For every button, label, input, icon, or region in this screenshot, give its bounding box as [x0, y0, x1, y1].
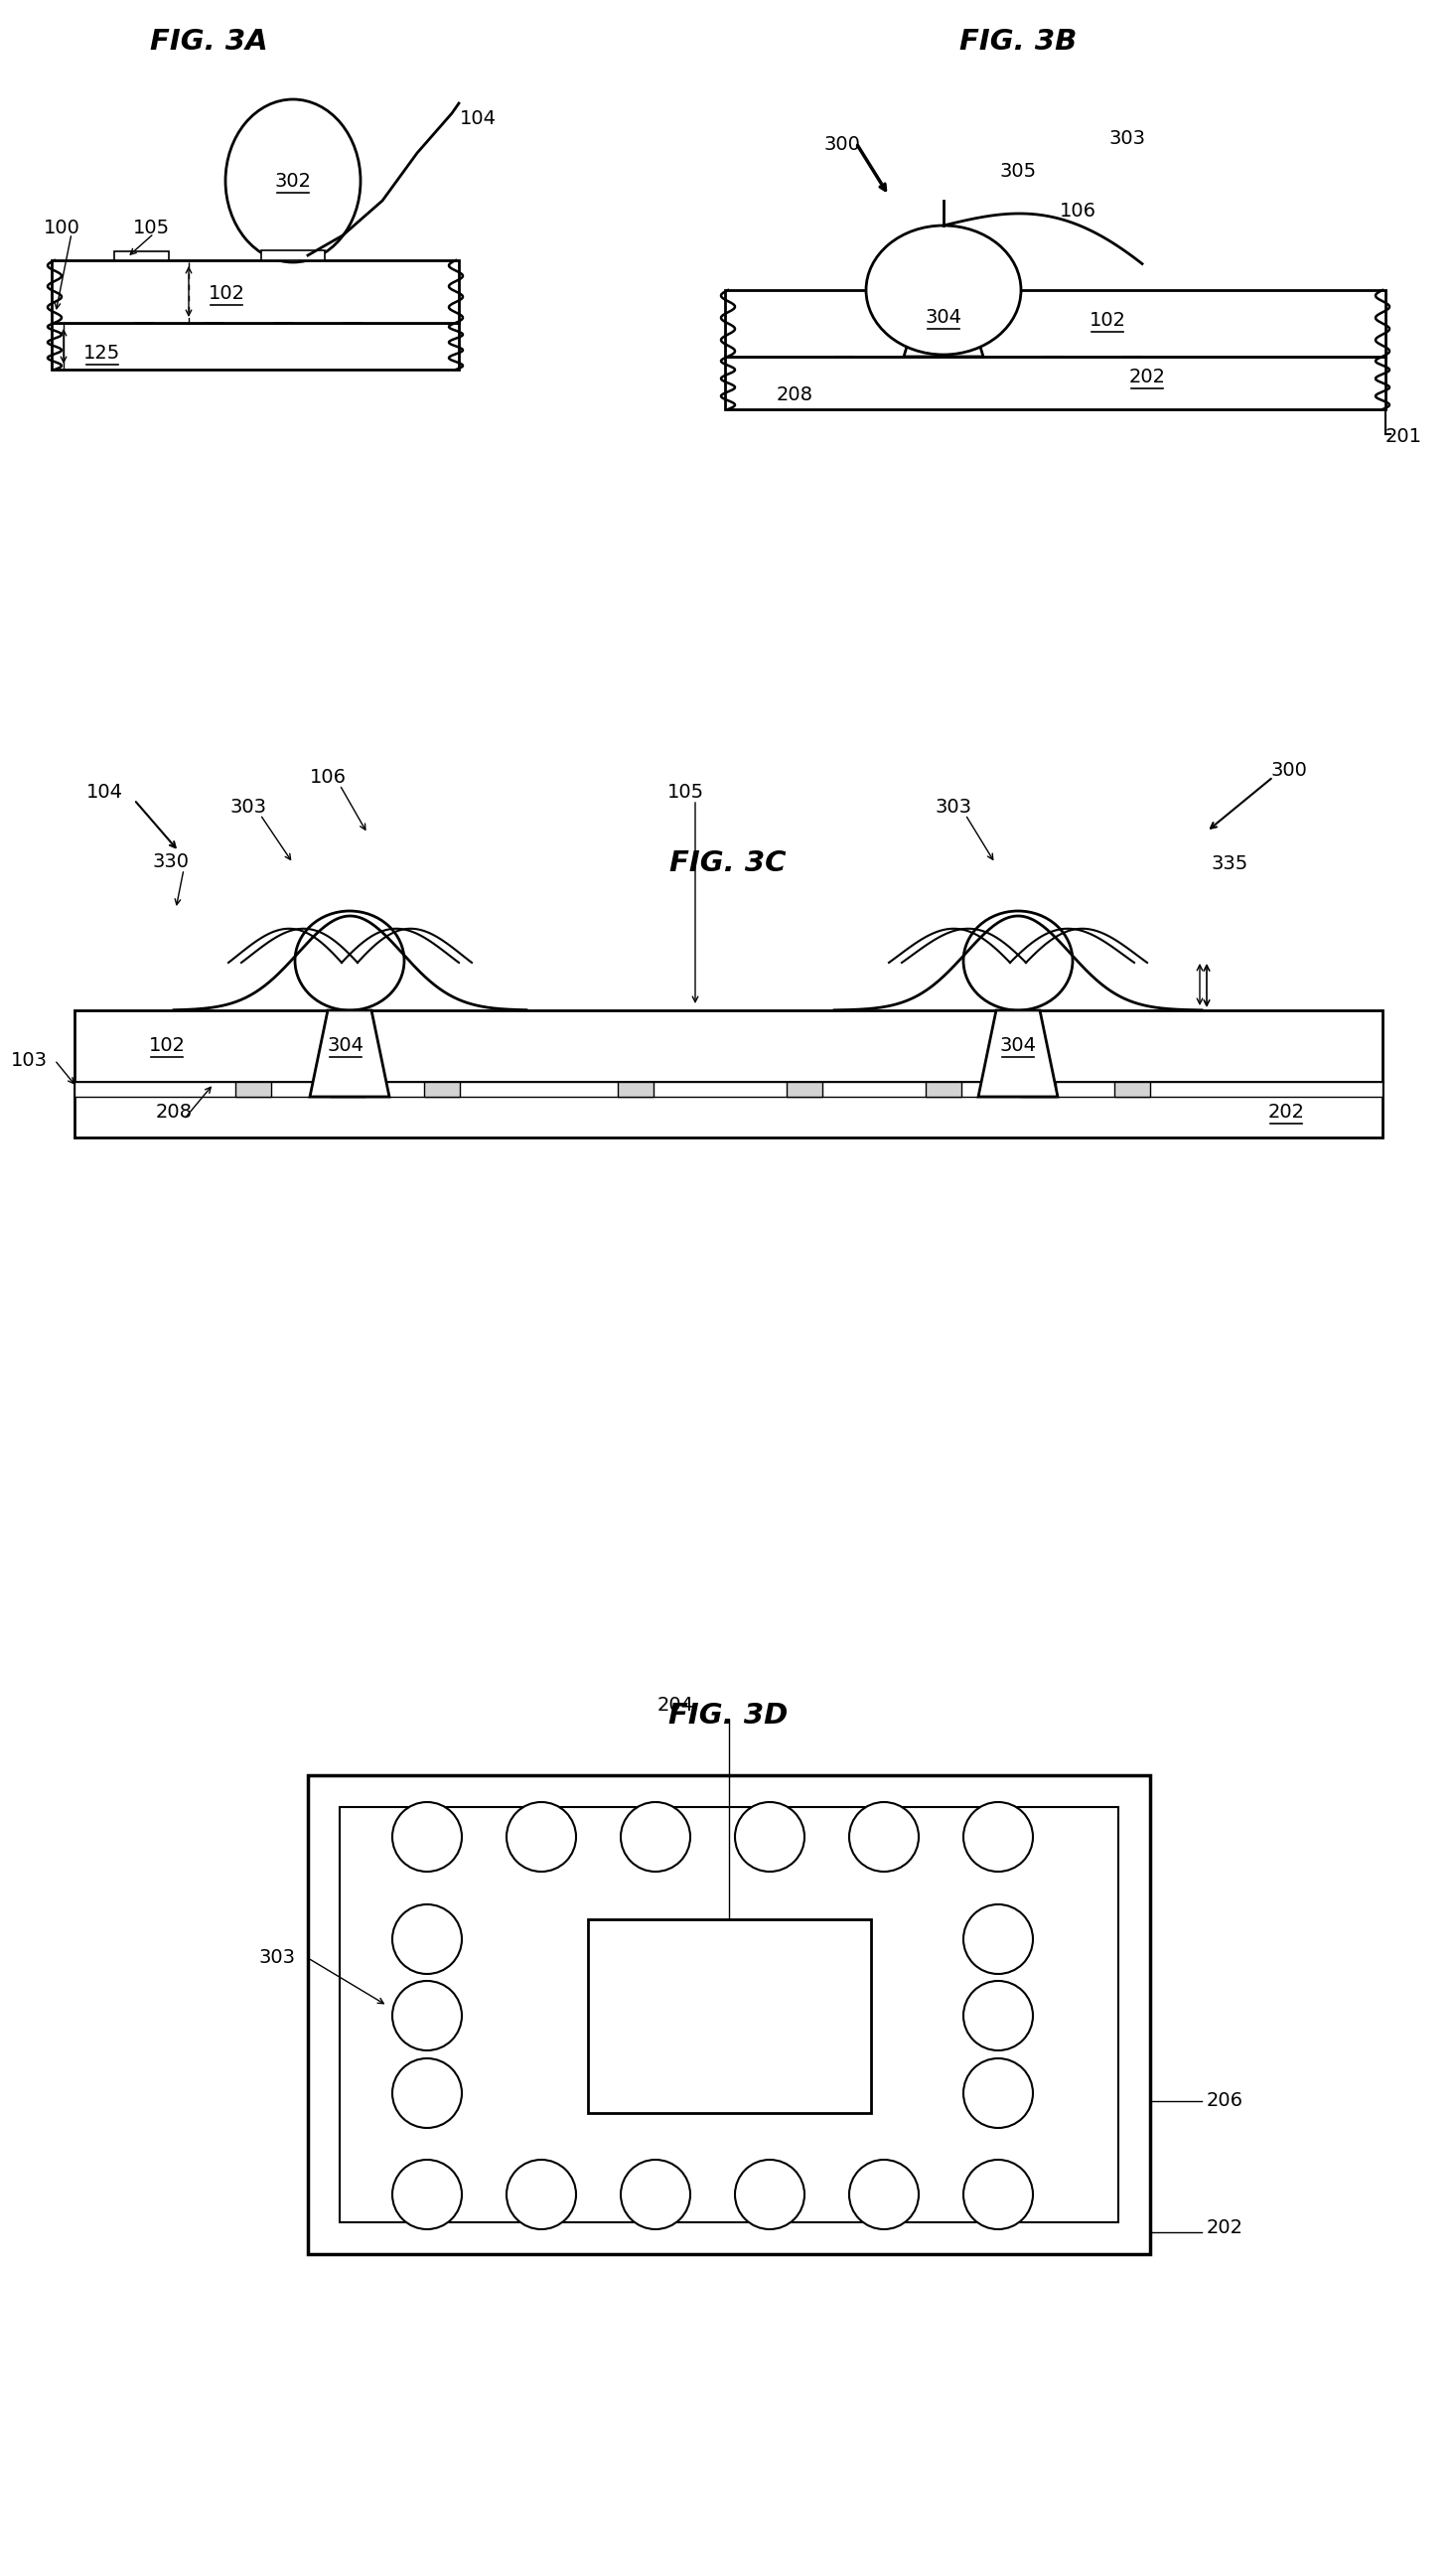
Text: 335: 335 [1211, 853, 1248, 874]
Bar [926, 1082, 961, 1097]
Text: 303: 303 [1109, 128, 1146, 146]
Text: 104: 104 [460, 108, 496, 129]
Ellipse shape [964, 2059, 1032, 2128]
Text: 304: 304 [1000, 1036, 1037, 1054]
Bar [725, 357, 1386, 409]
Text: 105: 105 [667, 781, 703, 802]
Ellipse shape [964, 1802, 1032, 1871]
Ellipse shape [226, 100, 361, 262]
Text: 202: 202 [1207, 2218, 1243, 2236]
Ellipse shape [392, 1904, 462, 1974]
Text: 208: 208 [776, 386, 812, 403]
Ellipse shape [620, 1802, 690, 1871]
Text: 300: 300 [1271, 761, 1307, 779]
Bar [329, 1082, 365, 1097]
Text: 303: 303 [230, 797, 266, 817]
Bar [51, 324, 459, 370]
Ellipse shape [620, 2159, 690, 2228]
Text: 300: 300 [824, 134, 860, 154]
Text: FIG. 3D: FIG. 3D [668, 1701, 788, 1730]
Text: 106: 106 [1059, 200, 1096, 221]
Ellipse shape [964, 2159, 1032, 2228]
Text: 102: 102 [149, 1036, 185, 1054]
Text: 202: 202 [1268, 1103, 1305, 1121]
Ellipse shape [507, 1802, 577, 1871]
Text: 304: 304 [328, 1036, 364, 1054]
Bar [236, 1082, 271, 1097]
Text: FIG. 3A: FIG. 3A [150, 28, 268, 57]
Ellipse shape [735, 2159, 805, 2228]
Text: 206: 206 [1207, 2092, 1243, 2110]
Text: 208: 208 [156, 1103, 192, 1121]
Ellipse shape [964, 1981, 1032, 2051]
Bar [725, 290, 1386, 357]
Text: 303: 303 [935, 797, 971, 817]
Polygon shape [904, 290, 983, 357]
Ellipse shape [392, 1802, 462, 1871]
Text: 202: 202 [1128, 368, 1165, 386]
Ellipse shape [735, 1802, 805, 1871]
Bar [51, 260, 459, 324]
Ellipse shape [392, 1981, 462, 2051]
Text: 201: 201 [1386, 427, 1423, 445]
Bar [307, 1776, 1150, 2254]
Ellipse shape [392, 2159, 462, 2228]
Ellipse shape [866, 226, 1021, 355]
Ellipse shape [392, 2059, 462, 2128]
Text: 102: 102 [1089, 311, 1125, 329]
Text: 304: 304 [925, 308, 962, 326]
Text: FIG. 3B: FIG. 3B [960, 28, 1077, 57]
Ellipse shape [507, 2159, 577, 2228]
Text: 102: 102 [208, 283, 245, 303]
Bar [424, 1082, 460, 1097]
Text: 204: 204 [657, 1696, 693, 1714]
Polygon shape [978, 1010, 1057, 1097]
Text: 302: 302 [275, 172, 312, 190]
Text: 303: 303 [259, 1948, 296, 1969]
Ellipse shape [849, 1802, 919, 1871]
Text: 305: 305 [1000, 162, 1037, 180]
Bar [617, 1082, 654, 1097]
Text: 125: 125 [84, 344, 121, 362]
Text: FIG. 3C: FIG. 3C [670, 848, 786, 876]
Text: 100: 100 [44, 218, 80, 236]
Ellipse shape [964, 910, 1073, 1010]
Text: 104: 104 [86, 781, 122, 802]
Bar [114, 252, 169, 260]
Ellipse shape [296, 910, 405, 1010]
Bar [74, 1010, 1383, 1082]
Text: 330: 330 [153, 851, 189, 871]
Bar [1021, 1082, 1056, 1097]
Bar [261, 249, 325, 260]
Text: 103: 103 [12, 1051, 48, 1069]
Text: 106: 106 [309, 768, 347, 786]
Bar [74, 1082, 1383, 1097]
Bar [1114, 1082, 1150, 1097]
Bar [339, 1807, 1118, 2223]
Ellipse shape [964, 1904, 1032, 1974]
Bar [786, 1082, 823, 1097]
Polygon shape [310, 1010, 389, 1097]
Bar [74, 1082, 1383, 1139]
Ellipse shape [849, 2159, 919, 2228]
Bar [587, 1920, 871, 2113]
Text: 105: 105 [132, 218, 169, 236]
